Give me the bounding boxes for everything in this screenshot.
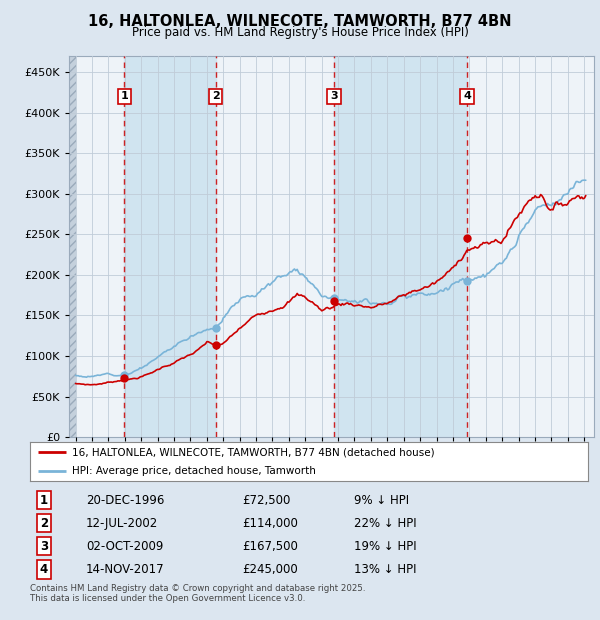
Bar xyxy=(124,56,215,437)
Bar xyxy=(334,56,467,437)
Text: £167,500: £167,500 xyxy=(242,540,298,553)
Text: 4: 4 xyxy=(463,91,471,101)
Text: 9% ↓ HPI: 9% ↓ HPI xyxy=(353,494,409,507)
Text: 3: 3 xyxy=(40,540,48,553)
Text: 19% ↓ HPI: 19% ↓ HPI xyxy=(353,540,416,553)
Text: 3: 3 xyxy=(330,91,338,101)
Text: £245,000: £245,000 xyxy=(242,563,298,576)
Text: 20-DEC-1996: 20-DEC-1996 xyxy=(86,494,164,507)
Text: Price paid vs. HM Land Registry's House Price Index (HPI): Price paid vs. HM Land Registry's House … xyxy=(131,26,469,39)
Text: 1: 1 xyxy=(40,494,48,507)
Text: 22% ↓ HPI: 22% ↓ HPI xyxy=(353,517,416,529)
Text: 16, HALTONLEA, WILNECOTE, TAMWORTH, B77 4BN (detached house): 16, HALTONLEA, WILNECOTE, TAMWORTH, B77 … xyxy=(72,448,434,458)
Text: £72,500: £72,500 xyxy=(242,494,290,507)
Text: 12-JUL-2002: 12-JUL-2002 xyxy=(86,517,158,529)
Text: 2: 2 xyxy=(40,517,48,529)
Text: £114,000: £114,000 xyxy=(242,517,298,529)
Text: 4: 4 xyxy=(40,563,48,576)
Text: 14-NOV-2017: 14-NOV-2017 xyxy=(86,563,164,576)
Text: HPI: Average price, detached house, Tamworth: HPI: Average price, detached house, Tamw… xyxy=(72,466,316,476)
Text: 13% ↓ HPI: 13% ↓ HPI xyxy=(353,563,416,576)
Text: 02-OCT-2009: 02-OCT-2009 xyxy=(86,540,163,553)
Bar xyxy=(69,56,76,437)
Text: Contains HM Land Registry data © Crown copyright and database right 2025.
This d: Contains HM Land Registry data © Crown c… xyxy=(30,584,365,603)
Text: 1: 1 xyxy=(121,91,128,101)
Text: 2: 2 xyxy=(212,91,220,101)
Text: 16, HALTONLEA, WILNECOTE, TAMWORTH, B77 4BN: 16, HALTONLEA, WILNECOTE, TAMWORTH, B77 … xyxy=(88,14,512,29)
